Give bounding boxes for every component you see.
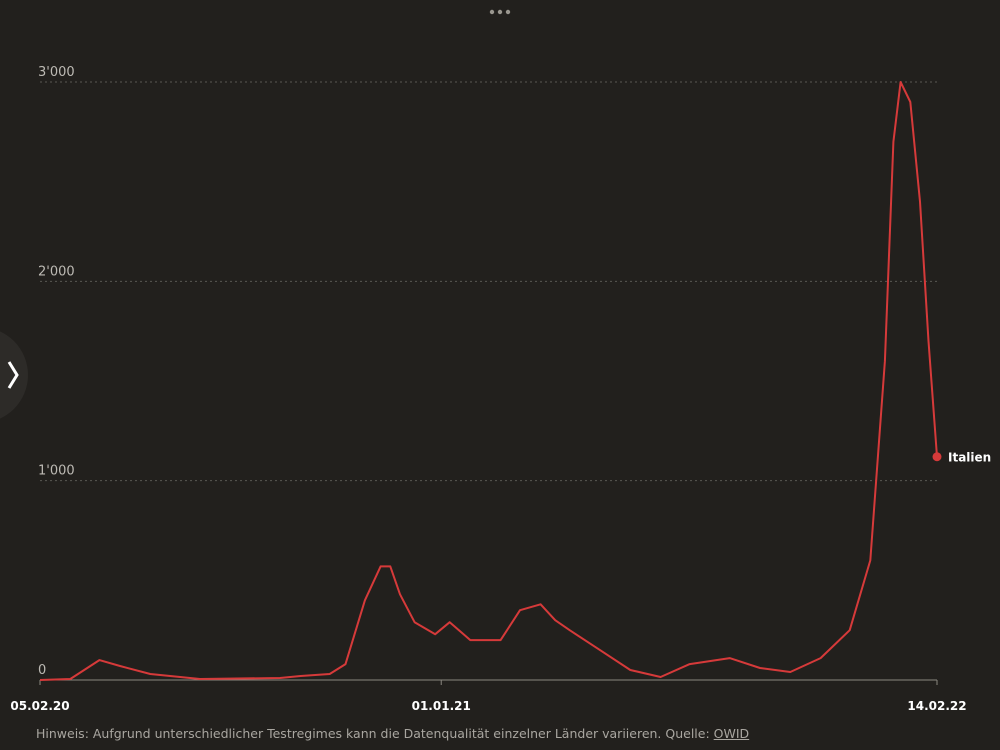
menu-dot [489, 9, 495, 15]
nav-arrow [7, 361, 19, 389]
x-tick-label: 05.02.20 [10, 699, 69, 713]
x-tick-label: 01.01.21 [412, 699, 471, 713]
y-tick-label: 2'000 [38, 264, 75, 279]
nav-button[interactable] [0, 327, 28, 423]
source-link[interactable]: OWID [713, 726, 750, 741]
y-tick-label: 1'000 [38, 464, 75, 479]
footnote: Hinweis: Aufgrund unterschiedlicher Test… [36, 726, 749, 741]
end-point [932, 452, 942, 462]
line [39, 81, 938, 681]
menu-dot [497, 9, 503, 15]
series-label: Italien [948, 451, 991, 465]
note: Hinweis: Aufgrund unterschiedlicher Test… [36, 726, 710, 741]
y-tick-label: 3'000 [38, 65, 75, 80]
x-tick-label: 14.02.22 [907, 699, 966, 713]
chart: 0 1'000 2'000 3'000 05.02.20 01.01.21 14.02.22… [0, 9, 991, 713]
menu-dot [505, 9, 511, 15]
y-tick-label: 0 [38, 663, 46, 678]
menu-icon[interactable] [489, 9, 511, 15]
